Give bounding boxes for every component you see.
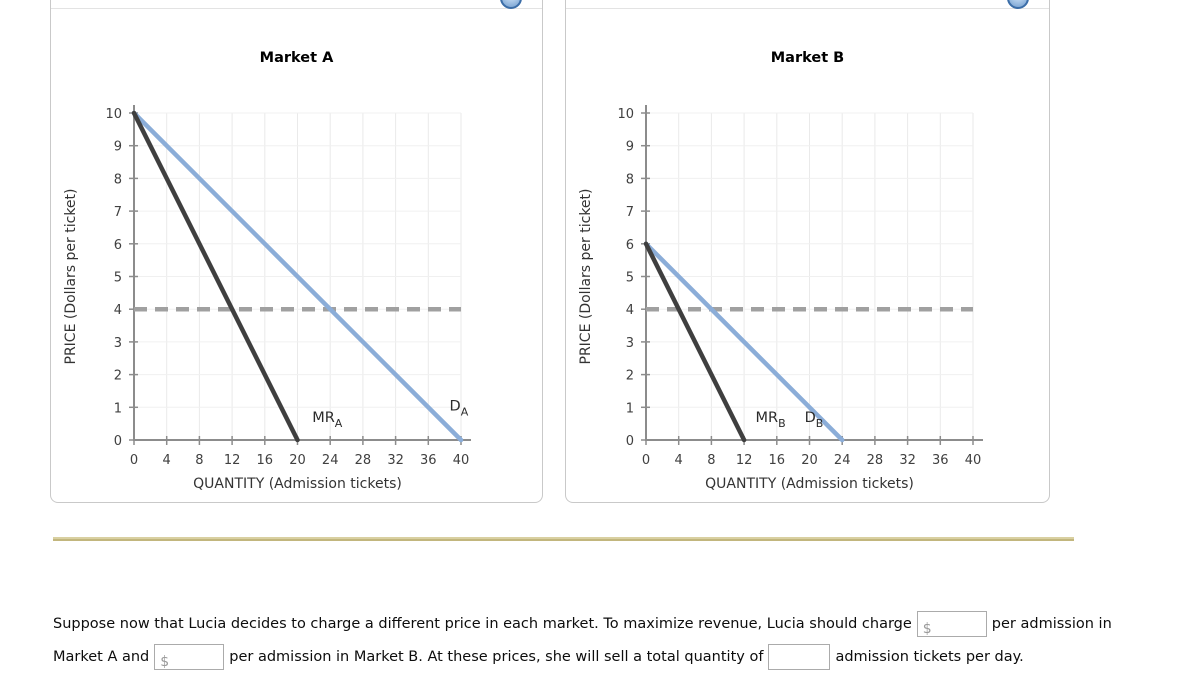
svg-text:5: 5	[114, 271, 122, 286]
question-part5: admission tickets per day.	[835, 649, 1024, 665]
svg-text:0: 0	[642, 453, 650, 468]
svg-text:40: 40	[965, 453, 982, 468]
dollar-prefix: $	[160, 654, 170, 670]
svg-text:PRICE (Dollars per ticket): PRICE (Dollars per ticket)	[63, 189, 79, 365]
svg-text:20: 20	[289, 453, 306, 468]
svg-text:20: 20	[801, 453, 818, 468]
svg-text:24: 24	[834, 453, 851, 468]
svg-text:DA: DA	[450, 399, 469, 419]
svg-text:2: 2	[626, 369, 634, 384]
svg-text:12: 12	[736, 453, 753, 468]
svg-text:QUANTITY (Admission tickets): QUANTITY (Admission tickets)	[705, 476, 914, 492]
question-part1: Suppose now that Lucia decides to charge…	[53, 616, 912, 632]
svg-text:2: 2	[114, 369, 122, 384]
svg-text:8: 8	[707, 453, 715, 468]
svg-text:0: 0	[626, 434, 634, 449]
svg-text:6: 6	[114, 238, 122, 253]
svg-text:MRB: MRB	[756, 410, 786, 430]
svg-text:PRICE (Dollars per ticket): PRICE (Dollars per ticket)	[578, 189, 594, 365]
svg-text:32: 32	[387, 453, 404, 468]
svg-text:28: 28	[355, 453, 372, 468]
question-part4: per admission in Market B. At these pric…	[229, 649, 764, 665]
svg-text:MRA: MRA	[312, 410, 343, 430]
svg-text:8: 8	[626, 172, 634, 187]
svg-text:7: 7	[114, 205, 122, 220]
svg-text:1: 1	[626, 401, 634, 416]
svg-text:3: 3	[626, 336, 634, 351]
svg-text:8: 8	[114, 172, 122, 187]
svg-text:1: 1	[114, 401, 122, 416]
price-b-input-box[interactable]: $	[154, 644, 225, 670]
svg-text:4: 4	[675, 453, 683, 468]
svg-text:4: 4	[114, 303, 122, 318]
svg-text:5: 5	[626, 271, 634, 286]
svg-text:36: 36	[932, 453, 949, 468]
question-part3: Market A and	[53, 649, 150, 665]
market-a-panel: Market A 0 4 8 12 16 20 24 28 32 36 40 0 1 2 3 4 5 6 7 8 9 10…	[50, 0, 543, 503]
price-b-field[interactable]	[169, 646, 212, 666]
svg-text:10: 10	[617, 107, 634, 122]
dollar-prefix: $	[922, 621, 932, 637]
market-b-chart: 0 4 8 12 16 20 24 28 32 36 40012345678910DBMRBQUAN…	[578, 105, 983, 492]
svg-text:16: 16	[257, 453, 274, 468]
svg-text:4: 4	[626, 303, 634, 318]
market-b-panel: Market B 0 4 8 12 16 20 24 28 32 36 40 0 1 2 3 4 5 6 7 8 9 10…	[565, 0, 1050, 503]
market-b-panel-header	[566, 0, 1049, 9]
svg-text:10: 10	[105, 107, 122, 122]
svg-text:7: 7	[626, 205, 634, 220]
svg-text:6: 6	[626, 238, 634, 253]
svg-text:28: 28	[867, 453, 884, 468]
svg-text:0: 0	[130, 453, 138, 468]
svg-text:36: 36	[420, 453, 437, 468]
price-a-input-box[interactable]: $	[916, 611, 987, 637]
svg-text:DB: DB	[805, 410, 824, 430]
question-part2: per admission in	[991, 616, 1112, 632]
market-a-chart: 0 4 8 12 16 20 24 28 32 36 40012345678910DAMRAQUAN…	[63, 105, 471, 492]
section-divider	[53, 537, 1074, 541]
svg-text:24: 24	[322, 453, 339, 468]
svg-text:8: 8	[195, 453, 203, 468]
svg-text:12: 12	[224, 453, 241, 468]
market-a-panel-header	[51, 0, 542, 9]
svg-text:QUANTITY (Admission tickets): QUANTITY (Admission tickets)	[193, 476, 402, 492]
price-a-field[interactable]	[931, 613, 974, 633]
question-text: Suppose now that Lucia decides to charge…	[53, 608, 1188, 674]
total-quantity-field[interactable]	[774, 646, 817, 666]
svg-text:0: 0	[114, 434, 122, 449]
svg-text:4: 4	[163, 453, 171, 468]
market-a-title: Market A	[259, 50, 334, 66]
market-b-title: Market B	[770, 50, 845, 66]
svg-text:3: 3	[114, 336, 122, 351]
svg-text:16: 16	[769, 453, 786, 468]
svg-text:9: 9	[626, 140, 634, 155]
svg-text:9: 9	[114, 140, 122, 155]
svg-text:32: 32	[899, 453, 916, 468]
svg-text:40: 40	[453, 453, 470, 468]
total-quantity-input-box[interactable]	[768, 644, 831, 670]
